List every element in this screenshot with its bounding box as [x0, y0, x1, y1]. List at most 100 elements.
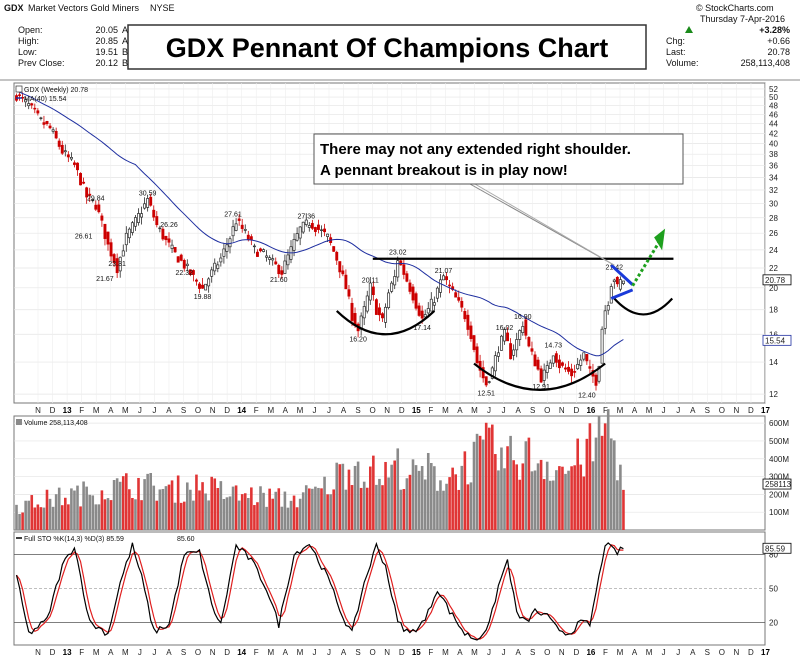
- x-tick-label: N: [734, 406, 740, 415]
- pivot-label: 29.84: [87, 196, 105, 203]
- volume-bar: [27, 500, 30, 530]
- volume-bar: [484, 422, 488, 530]
- volume-bar: [51, 506, 55, 530]
- last-volume-label: 258113: [765, 480, 792, 489]
- volume-bar: [57, 487, 61, 530]
- volume-bar: [622, 489, 625, 530]
- candle-body: [115, 258, 119, 274]
- candle-body: [567, 366, 571, 372]
- volume-bar: [97, 504, 101, 530]
- x-tick-label: A: [690, 648, 696, 657]
- y-tick-label: 48: [769, 102, 778, 111]
- candle-body: [435, 287, 439, 299]
- volume-bar: [204, 493, 207, 530]
- volume-bar: [475, 433, 479, 530]
- volume-bar: [198, 490, 201, 530]
- volume-bar: [338, 464, 342, 530]
- candle-body: [18, 94, 22, 96]
- volume-bar: [506, 446, 509, 530]
- volume-bar: [234, 485, 238, 530]
- x-tick-label: 17: [761, 406, 770, 415]
- volume-bar: [179, 502, 183, 530]
- candle-body: [402, 264, 406, 275]
- candle-body: [313, 227, 317, 232]
- candle-body: [252, 245, 256, 248]
- candle-body: [374, 299, 378, 315]
- y-tick-label: 20: [769, 284, 778, 293]
- pennant-upper: [610, 264, 634, 286]
- volume-bar: [70, 488, 73, 530]
- volume-bar: [30, 495, 34, 530]
- volume-bar: [33, 507, 37, 530]
- candle-body: [237, 218, 241, 221]
- breakout-arrow-icon: [654, 228, 666, 251]
- candle-body: [268, 257, 272, 260]
- candle-body: [594, 374, 598, 386]
- y-tick-label: 32: [769, 186, 778, 195]
- candle-body: [576, 363, 580, 370]
- volume-bar: [362, 481, 366, 530]
- candle-body: [240, 224, 244, 229]
- candle-body: [219, 257, 223, 263]
- candle-body: [481, 367, 485, 379]
- x-tick-label: J: [327, 406, 331, 415]
- candle-body: [615, 276, 619, 285]
- annotation-callout: There may not any extended right shoulde…: [313, 133, 684, 185]
- x-tick-label: F: [79, 648, 84, 657]
- title-banner: GDX Pennant Of Champions Chart: [127, 24, 647, 70]
- candle-body: [457, 297, 461, 301]
- candle-body: [39, 117, 43, 120]
- candle-body: [79, 173, 82, 186]
- candle-body: [557, 359, 561, 369]
- last-price-tag: [762, 274, 792, 286]
- volume-bar: [274, 491, 278, 530]
- candle-body: [612, 279, 616, 282]
- candle-body: [109, 242, 113, 257]
- x-tick-label: S: [705, 648, 710, 657]
- volume-bar: [18, 513, 21, 530]
- volume-bar: [268, 488, 271, 530]
- candle-body: [335, 251, 339, 261]
- pivot-label: 22.32: [175, 270, 193, 277]
- x-tick-label: D: [573, 406, 579, 415]
- y-tick-label: 400M: [769, 455, 789, 464]
- x-tick-label: O: [370, 406, 376, 415]
- x-tick-label: A: [690, 406, 696, 415]
- candle-body: [57, 140, 61, 147]
- candle-body: [228, 238, 232, 248]
- volume-bar: [405, 478, 409, 530]
- candle-body: [344, 274, 348, 290]
- volume-bar: [329, 494, 332, 530]
- volume-bar: [353, 465, 357, 530]
- candle-body: [341, 270, 345, 275]
- volume-bar: [378, 478, 381, 530]
- pivot-label: 26.61: [75, 233, 93, 240]
- volume-bar: [451, 467, 454, 530]
- candle-body: [48, 125, 52, 129]
- volume-bar: [539, 459, 543, 530]
- candle-body: [524, 319, 528, 336]
- x-tick-label: A: [515, 648, 521, 657]
- x-tick-label: J: [676, 648, 680, 657]
- candle-body: [155, 216, 159, 226]
- candle-body: [542, 369, 546, 381]
- pivot-label: 19.88: [194, 294, 212, 301]
- x-tick-label: J: [676, 406, 680, 415]
- x-tick-label: 13: [63, 648, 72, 657]
- candle-body: [466, 314, 470, 330]
- volume-bar: [487, 427, 491, 530]
- x-tick-label: N: [384, 406, 390, 415]
- volume-bar: [146, 473, 149, 530]
- volume-bar: [298, 498, 302, 530]
- candle-body: [301, 221, 305, 233]
- y-tick-label: 50: [769, 585, 778, 594]
- volume-panel: 100M 200M 300M 400M 500M 600M 258113 Volume 258…: [13, 409, 792, 531]
- volume-bar: [286, 507, 290, 530]
- volume-bar: [317, 487, 320, 530]
- volume-bar: [552, 480, 555, 530]
- stat-value: +0.66: [767, 36, 790, 46]
- x-tick-label: A: [108, 648, 114, 657]
- candle-body: [164, 235, 168, 241]
- stat-value: 19.51: [95, 47, 118, 57]
